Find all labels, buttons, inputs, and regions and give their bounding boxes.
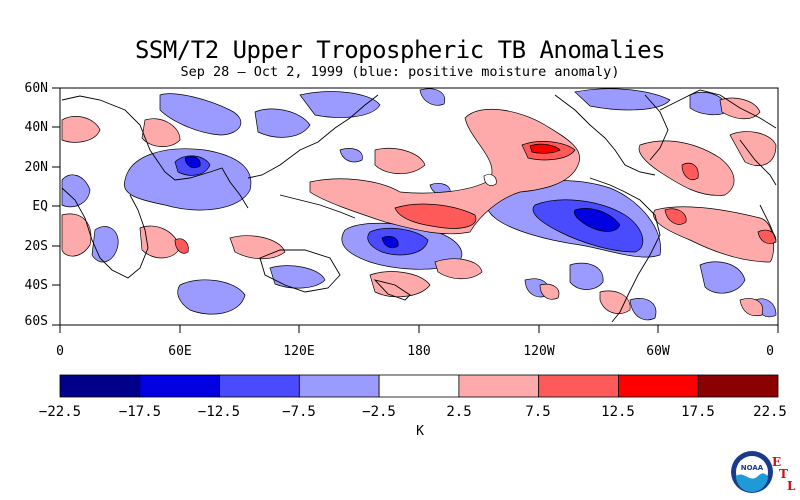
anomaly-region	[569, 262, 604, 290]
anomaly-region	[61, 174, 91, 208]
lat-label: 40N	[24, 120, 48, 135]
anomaly-region	[174, 238, 189, 254]
anomaly-region	[539, 283, 560, 300]
anomaly-region	[699, 261, 746, 294]
colorbar-label: 7.5	[525, 404, 551, 420]
lat-label: 60S	[24, 314, 48, 329]
colorbar-label: −12.5	[197, 404, 241, 420]
coastlines	[61, 89, 777, 323]
anomaly-region	[483, 174, 497, 186]
anomaly-region	[434, 258, 483, 280]
lon-label: 180	[407, 344, 431, 359]
anomaly-region	[269, 265, 326, 289]
colorbar-swatch	[458, 374, 540, 398]
colorbar-label: 22.5	[753, 404, 787, 420]
lon-label: 120W	[523, 344, 555, 359]
etl-letter: T	[779, 467, 788, 481]
anomaly-region	[599, 290, 631, 314]
chart-title: SSM/T2 Upper Tropospheric TB Anomalies	[134, 36, 666, 64]
colorbar-swatch	[378, 374, 460, 398]
axis-ticks	[52, 87, 779, 333]
colorbar-label: 2.5	[446, 404, 472, 420]
anomaly-region	[419, 88, 446, 106]
colorbar-label: −22.5	[38, 404, 82, 420]
colorbar-label: 17.5	[681, 404, 715, 420]
lat-label: 20S	[24, 239, 48, 254]
colorbar-label: −2.5	[362, 404, 396, 420]
lat-label: 40S	[24, 278, 48, 293]
anomaly-field	[61, 88, 777, 323]
etl-letter: E	[772, 455, 782, 469]
anomaly-region	[629, 298, 657, 321]
anomaly-region	[184, 156, 201, 169]
lat-label: 60N	[24, 81, 48, 96]
anomaly-region	[381, 236, 399, 249]
lat-label: EQ	[32, 199, 48, 214]
anomaly-region	[394, 203, 477, 229]
colorbar-swatch	[618, 374, 699, 398]
anomaly-region	[529, 143, 561, 154]
anomaly-region	[159, 93, 242, 136]
anomaly-region	[573, 208, 621, 232]
chart-subtitle: Sep 28 – Oct 2, 1999 (blue: positive moi…	[180, 64, 620, 80]
colorbar-swatch	[538, 374, 619, 398]
anomaly-region	[729, 131, 777, 166]
anomaly-region	[61, 116, 101, 143]
anomaly-region	[91, 226, 119, 263]
etl-letter: L	[787, 479, 796, 493]
anomaly-region	[664, 208, 687, 225]
colorbar-label: 12.5	[601, 404, 635, 420]
anomaly-region	[374, 148, 426, 174]
anomaly-region	[339, 148, 363, 163]
lon-label: 0	[766, 344, 774, 359]
anomaly-region	[229, 235, 286, 260]
noaa-logo-text: NOAA	[741, 464, 764, 472]
lat-label: 20N	[24, 160, 48, 175]
lon-label: 0	[56, 344, 64, 359]
colorbar-swatch	[59, 374, 141, 398]
anomaly-region	[757, 229, 777, 244]
anomaly-region	[681, 162, 699, 180]
anomaly-region	[123, 148, 252, 211]
anomaly-region	[141, 118, 181, 147]
anomaly-region	[177, 279, 246, 315]
colorbar-label: −7.5	[282, 404, 316, 420]
colorbar-swatch	[139, 374, 220, 398]
anomaly-region	[254, 108, 311, 138]
colorbar-units: K	[416, 424, 424, 439]
noaa-logo: NOAA	[731, 451, 773, 493]
colorbar-label: −17.5	[118, 404, 162, 420]
anomaly-region	[61, 213, 92, 257]
colorbar-swatch	[697, 374, 779, 398]
colorbar-swatch	[219, 374, 300, 398]
lon-label: 120E	[283, 344, 315, 359]
anomaly-region	[309, 108, 580, 235]
lon-label: 60E	[168, 344, 192, 359]
anomaly-region	[739, 298, 764, 317]
anomaly-region	[299, 91, 381, 118]
lon-label: 60W	[646, 344, 670, 359]
colorbar-swatch	[298, 374, 380, 398]
colorbar	[59, 374, 779, 398]
anomaly-region	[574, 88, 671, 111]
